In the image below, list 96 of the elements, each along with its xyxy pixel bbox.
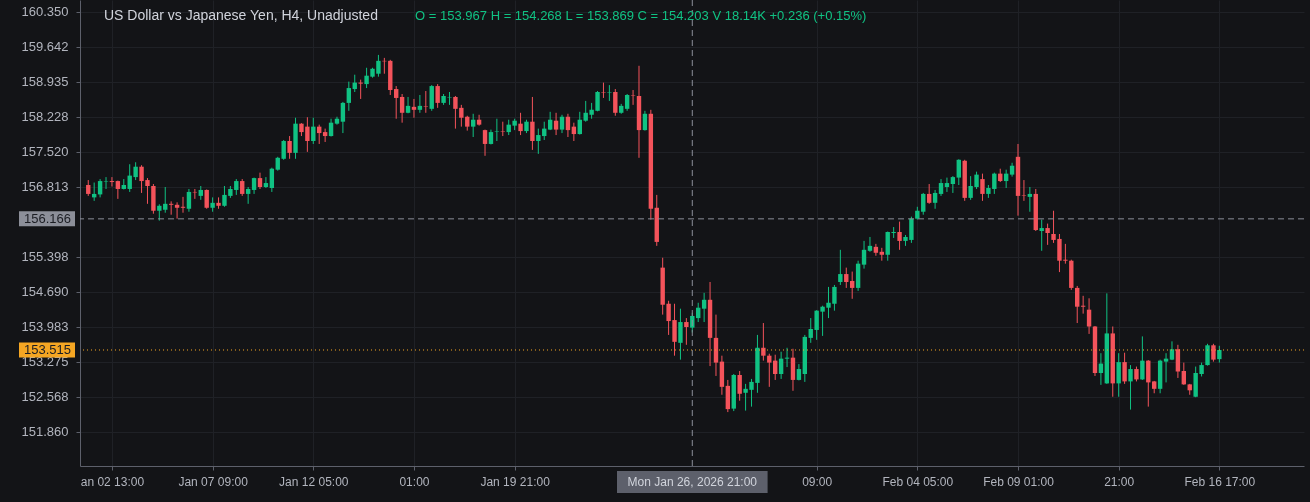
candlestick	[245, 186, 251, 205]
candlestick	[838, 249, 843, 286]
candlestick	[346, 81, 352, 112]
x-tick-label: Feb 04 05:00	[882, 474, 954, 489]
y-tick-label: 156.813	[21, 179, 69, 195]
candlestick	[500, 121, 505, 137]
x-tick-label: Feb 16 17:00	[1184, 474, 1256, 489]
x-tick-label: an 02 13:00	[80, 474, 145, 489]
candlestick	[897, 221, 902, 251]
candlestick	[767, 353, 772, 388]
y-tick-label: 151.860	[21, 424, 69, 440]
y-tick-label: 155.398	[21, 249, 69, 265]
text: O = 153.967 H = 154.268 L = 153.869 C = 154.203 V 18.14K +0.236 (+0.15%)	[415, 8, 867, 23]
candlestick	[1163, 352, 1169, 383]
candlestick	[399, 93, 405, 124]
candlestick	[1021, 179, 1027, 202]
y-tick-label: 154.690	[21, 284, 69, 300]
candlestick	[1075, 285, 1080, 324]
y-tick-label: 158.228	[21, 109, 69, 125]
candlestick	[873, 243, 879, 257]
candlestick	[287, 135, 292, 160]
candlestick	[405, 96, 411, 114]
candlestick	[103, 176, 109, 190]
ref-line-label: 153.515	[24, 341, 71, 357]
candlestick	[186, 188, 192, 213]
x-tick-label: 21:00	[1104, 474, 1135, 489]
candlestick	[1116, 352, 1121, 398]
y-tick-label: 153.275	[21, 354, 69, 370]
x-tick-label: 09:00	[802, 474, 833, 489]
ref-line-label: 156.166	[24, 210, 71, 226]
candlestick	[980, 173, 985, 202]
candlestick	[429, 84, 434, 112]
candlestick	[607, 84, 612, 102]
candlestick	[1080, 295, 1086, 315]
candlestick	[340, 101, 346, 134]
candlestick	[263, 176, 269, 189]
candlestick	[322, 128, 328, 143]
x-tick-label: 01:00	[399, 474, 430, 489]
y-tick-label: 159.642	[21, 39, 69, 55]
x-tick-label: Jan 07 09:00	[178, 474, 249, 489]
y-tick-label: 158.935	[21, 74, 69, 90]
candlestick	[204, 188, 209, 210]
y-tick-label: 157.520	[21, 144, 69, 160]
candlestick	[950, 175, 956, 194]
candlestick	[476, 114, 482, 127]
candlestick	[180, 196, 186, 214]
x-tick-label: Mon Jan 26, 2026 21:00	[627, 475, 758, 489]
candlestick	[470, 113, 476, 138]
candlestick	[358, 79, 363, 100]
candlestick	[926, 183, 932, 205]
candlestick	[109, 176, 115, 187]
x-tick-label: Jan 19 21:00	[480, 474, 551, 489]
candlestick	[1128, 364, 1133, 411]
candlestick	[784, 347, 790, 368]
candlestick	[559, 114, 565, 134]
candlestick	[844, 267, 849, 289]
candlestick	[613, 88, 618, 117]
candlestick	[601, 82, 606, 99]
candlestick	[417, 94, 423, 114]
y-tick-label: 153.983	[21, 319, 69, 335]
candlestick	[932, 189, 938, 210]
candlestick	[411, 98, 417, 119]
candlestick	[861, 240, 867, 270]
y-tick-label: 160.350	[21, 4, 69, 20]
candlestick	[684, 317, 689, 346]
candlestick	[1122, 352, 1127, 385]
candlestick	[1039, 219, 1044, 252]
text: US Dollar vs Japanese Yen, H4, Unadjusted	[104, 7, 378, 23]
x-tick-label: Feb 09 01:00	[983, 474, 1055, 489]
y-tick-label: 152.568	[21, 389, 69, 405]
candlestick	[494, 118, 500, 142]
candlestick	[1175, 344, 1181, 379]
candlestick	[678, 308, 683, 361]
candlestick	[867, 236, 873, 253]
candlestick	[1140, 335, 1145, 381]
candlestick	[956, 158, 961, 186]
candlestick	[518, 112, 523, 136]
candlestick	[701, 292, 707, 323]
candlestick	[423, 90, 429, 114]
candlestick	[174, 201, 180, 220]
candlestick	[944, 177, 950, 193]
candlestick	[790, 348, 796, 392]
candlestick	[778, 351, 784, 380]
candlestick	[168, 200, 174, 216]
candlestick	[482, 129, 488, 157]
candlestick	[761, 322, 766, 362]
candlestick	[435, 83, 440, 109]
candlestick	[530, 96, 535, 151]
x-tick-label: Jan 12 05:00	[279, 474, 349, 489]
candlestick	[737, 370, 742, 402]
candlestick	[394, 85, 399, 120]
candlestick	[1027, 186, 1033, 213]
candlestick	[553, 112, 559, 136]
candlestick	[849, 271, 855, 300]
candlestick	[725, 379, 731, 413]
candlestick	[1045, 223, 1050, 246]
